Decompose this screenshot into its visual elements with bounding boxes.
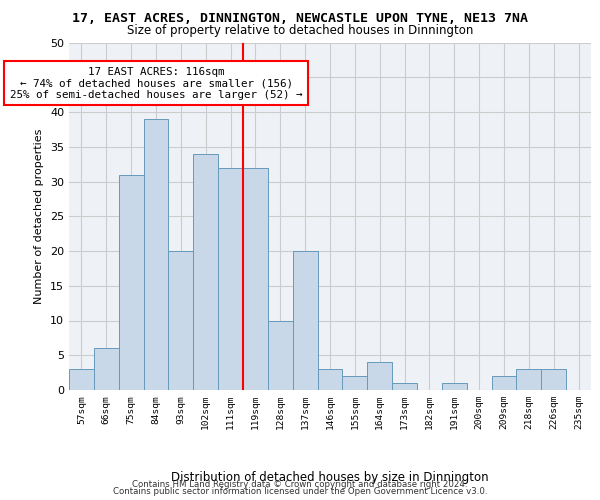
Bar [69, 369, 94, 390]
Bar [169, 251, 193, 390]
Y-axis label: Number of detached properties: Number of detached properties [34, 128, 44, 304]
Bar [317, 369, 343, 390]
Bar [143, 119, 169, 390]
Text: 17 EAST ACRES: 116sqm
← 74% of detached houses are smaller (156)
25% of semi-det: 17 EAST ACRES: 116sqm ← 74% of detached … [10, 67, 302, 100]
Bar [442, 383, 467, 390]
Text: 17, EAST ACRES, DINNINGTON, NEWCASTLE UPON TYNE, NE13 7NA: 17, EAST ACRES, DINNINGTON, NEWCASTLE UP… [72, 12, 528, 26]
Text: Contains HM Land Registry data © Crown copyright and database right 2024.: Contains HM Land Registry data © Crown c… [132, 480, 468, 489]
Bar [367, 362, 392, 390]
Bar [517, 369, 541, 390]
Text: Size of property relative to detached houses in Dinnington: Size of property relative to detached ho… [127, 24, 473, 37]
Bar [243, 168, 268, 390]
Bar [218, 168, 243, 390]
Bar [268, 320, 293, 390]
Bar [94, 348, 119, 390]
Bar [293, 251, 317, 390]
Bar [193, 154, 218, 390]
Bar [392, 383, 417, 390]
Bar [343, 376, 367, 390]
X-axis label: Distribution of detached houses by size in Dinnington: Distribution of detached houses by size … [171, 471, 489, 484]
Bar [541, 369, 566, 390]
Bar [491, 376, 517, 390]
Text: Contains public sector information licensed under the Open Government Licence v3: Contains public sector information licen… [113, 488, 487, 496]
Bar [119, 174, 143, 390]
